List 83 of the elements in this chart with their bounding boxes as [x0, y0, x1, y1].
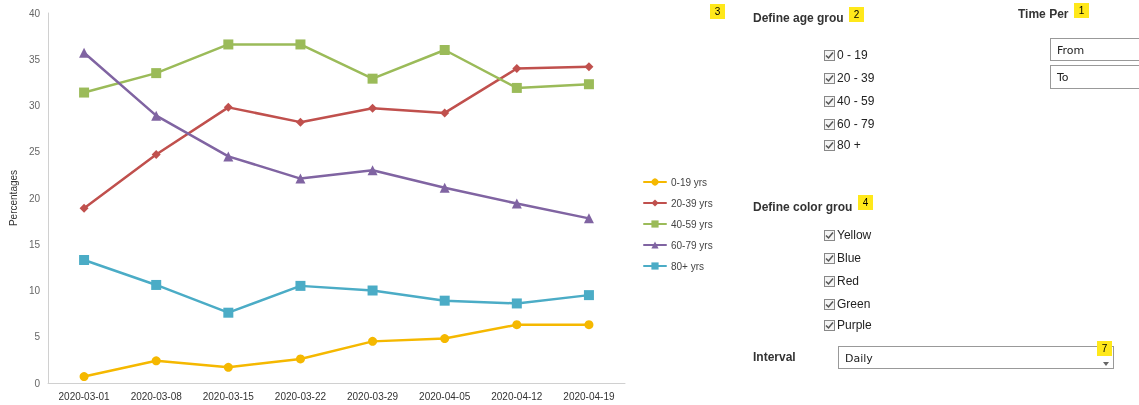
point	[440, 334, 450, 344]
point	[295, 173, 306, 184]
point	[368, 103, 378, 113]
point	[295, 354, 305, 364]
point	[223, 307, 234, 318]
y-tick-label: 10	[28, 285, 41, 296]
point	[367, 165, 378, 176]
point	[367, 73, 378, 84]
point	[295, 117, 305, 127]
point	[223, 151, 234, 162]
point	[151, 110, 162, 121]
text: Yellow	[836, 228, 872, 242]
point	[79, 87, 90, 98]
y-axis-title: Percentages	[7, 169, 19, 227]
point	[439, 182, 450, 193]
point	[295, 280, 306, 291]
text: 4	[858, 195, 873, 210]
text: Time Per	[1018, 7, 1069, 21]
y-tick-label: 40	[28, 7, 41, 19]
legend-label: 40-59 yrs	[671, 218, 713, 230]
point	[223, 39, 234, 50]
x-tick-label: 2020-03-29	[346, 390, 399, 402]
x-tick-label: 2020-03-22	[274, 390, 327, 402]
x-tick-label: 2020-03-15	[202, 390, 255, 402]
legend-label: 60-79 yrs	[671, 239, 713, 251]
text: Purple	[836, 318, 872, 332]
point	[151, 68, 162, 79]
text: Define color grou	[753, 200, 853, 214]
point	[79, 254, 90, 265]
point	[439, 45, 450, 55]
point	[223, 362, 233, 372]
point	[151, 279, 162, 290]
point	[79, 203, 89, 213]
x-tick-label: 2020-04-19	[563, 390, 615, 402]
point	[223, 102, 233, 112]
point	[583, 290, 594, 301]
point	[511, 198, 522, 209]
x-tick-label: 2020-03-08	[130, 390, 183, 402]
legend-label: 80+ yrs	[671, 260, 705, 272]
point	[512, 320, 522, 330]
text: Green	[836, 297, 871, 311]
point	[368, 336, 378, 346]
text: 80 +	[836, 138, 861, 152]
text: Interval	[753, 350, 796, 364]
text: 3	[710, 4, 725, 19]
x-tick-label: 2020-03-01	[58, 390, 111, 402]
x-tick-label: 2020-04-12	[491, 390, 543, 402]
text: 20 - 39	[836, 71, 875, 85]
text: 60 - 79	[836, 117, 875, 131]
text: Red	[836, 274, 860, 288]
point	[511, 82, 522, 93]
point	[511, 298, 522, 309]
y-tick-label: 0	[34, 377, 41, 389]
text: 2	[849, 7, 864, 22]
text: Blue	[836, 251, 862, 265]
y-tick-label: 15	[28, 238, 41, 250]
point	[367, 285, 378, 296]
point	[151, 356, 161, 366]
point	[584, 62, 594, 72]
point	[439, 295, 450, 306]
point	[440, 108, 450, 118]
y-tick-label: 25	[28, 146, 41, 158]
y-tick-label: 20	[28, 192, 41, 204]
text: 40 - 59	[836, 94, 875, 108]
text: 1	[1074, 3, 1089, 18]
point	[512, 64, 522, 73]
point	[583, 213, 594, 224]
text: 0 - 19	[836, 48, 868, 62]
y-tick-label: 30	[28, 100, 41, 111]
input-field: From	[1050, 38, 1139, 61]
point	[79, 372, 89, 382]
text: 7	[1097, 341, 1112, 356]
legend-label: 0-19 yrs	[671, 176, 708, 188]
point	[151, 150, 161, 160]
point	[295, 39, 306, 50]
x-tick-label: 2020-04-05	[419, 390, 471, 402]
point	[583, 79, 594, 90]
input-field: To	[1050, 65, 1139, 89]
y-tick-label: 5	[34, 331, 41, 343]
point	[584, 320, 594, 330]
text: Define age grou	[753, 11, 844, 25]
y-tick-label: 35	[28, 53, 41, 65]
legend-label: 20-39 yrs	[671, 197, 713, 209]
